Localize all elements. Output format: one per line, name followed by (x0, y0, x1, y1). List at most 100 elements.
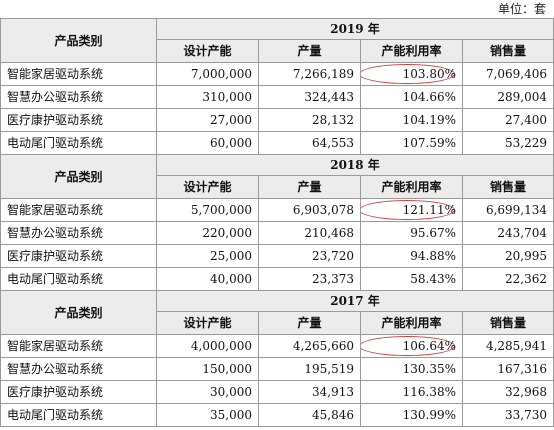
utilization-cell: 104.66% (360, 85, 463, 109)
capacity-cell: 4,000,000 (156, 334, 259, 358)
output-cell: 7,266,189 (258, 62, 361, 86)
column-header-output: 产量 (258, 39, 361, 63)
sales-cell: 6,699,134 (461, 198, 554, 222)
table-row: 智能家居驱动系统 5,700,000 6,903,078 121.11% 6,699,1… (0, 198, 554, 222)
column-header-output: 产量 (258, 175, 361, 199)
utilization-cell: 106.64% (360, 334, 463, 358)
capacity-cell: 7,000,000 (156, 62, 259, 86)
category-cell: 智能家居驱动系统 (0, 62, 157, 86)
row-header-label: 产品类别 (0, 290, 157, 335)
table-row: 智能家居驱动系统 4,000,000 4,265,660 106.64% 4,285,9… (0, 334, 554, 358)
table-row: 电动尾门驱动系统 35,000 45,846 130.99% 33,730 (0, 403, 554, 427)
category-cell: 电动尾门驱动系统 (0, 267, 157, 291)
table-row: 电动尾门驱动系统 60,000 64,553 107.59% 53,229 (0, 131, 554, 155)
capacity-table: 产品类别 2019 年设计产能 产量 产能利用率 销售量 智能家居驱动系统 7,000,00… (0, 18, 554, 427)
column-header-row: 设计产能 产量 产能利用率 销售量 (1, 39, 554, 63)
capacity-cell: 27,000 (156, 108, 259, 132)
column-header-row: 设计产能 产量 产能利用率 销售量 (1, 311, 554, 335)
utilization-cell: 58.43% (360, 267, 463, 291)
column-header-output: 产量 (258, 311, 361, 335)
category-cell: 医疗康护驱动系统 (0, 244, 157, 268)
year-header-row: 产品类别 2017 年 (0, 290, 554, 335)
row-header-label: 产品类别 (0, 154, 157, 199)
utilization-cell: 130.35% (360, 357, 463, 381)
column-header-sales: 销售量 (461, 311, 554, 335)
category-cell: 智慧办公驱动系统 (0, 357, 157, 381)
utilization-cell: 107.59% (360, 131, 463, 155)
capacity-table-body: 产品类别 2019 年设计产能 产量 产能利用率 销售量 智能家居驱动系统 7,000,00… (0, 18, 554, 427)
sales-cell: 20,995 (461, 244, 554, 268)
sales-cell: 33,730 (461, 403, 554, 427)
output-cell: 210,468 (258, 221, 361, 245)
output-cell: 324,443 (258, 85, 361, 109)
table-row: 智慧办公驱动系统 220,000 210,468 95.67% 243,704 (0, 221, 554, 245)
category-cell: 医疗康护驱动系统 (0, 380, 157, 404)
sales-cell: 27,400 (461, 108, 554, 132)
column-header-sales: 销售量 (461, 175, 554, 199)
capacity-cell: 25,000 (156, 244, 259, 268)
output-cell: 4,265,660 (258, 334, 361, 358)
column-header-capacity: 设计产能 (156, 311, 259, 335)
category-cell: 智能家居驱动系统 (0, 334, 157, 358)
sales-cell: 4,285,941 (461, 334, 554, 358)
capacity-cell: 30,000 (156, 380, 259, 404)
utilization-cell: 94.88% (360, 244, 463, 268)
sales-cell: 22,362 (461, 267, 554, 291)
sales-cell: 53,229 (461, 131, 554, 155)
capacity-cell: 40,000 (156, 267, 259, 291)
utilization-cell: 95.67% (360, 221, 463, 245)
output-cell: 64,553 (258, 131, 361, 155)
category-cell: 智慧办公驱动系统 (0, 221, 157, 245)
sales-cell: 7,069,406 (461, 62, 554, 86)
column-header-sales: 销售量 (461, 39, 554, 63)
capacity-cell: 220,000 (156, 221, 259, 245)
year-label: 2018 年 (155, 154, 554, 176)
utilization-value: 121.11% (402, 203, 456, 217)
table-row: 医疗康护驱动系统 25,000 23,720 94.88% 20,995 (0, 244, 554, 268)
table-row: 医疗康护驱动系统 27,000 28,132 104.19% 27,400 (0, 108, 554, 132)
sales-cell: 243,704 (461, 221, 554, 245)
output-cell: 23,720 (258, 244, 361, 268)
capacity-cell: 310,000 (156, 85, 259, 109)
sales-cell: 32,968 (461, 380, 554, 404)
utilization-cell: 130.99% (360, 403, 463, 427)
category-cell: 智能家居驱动系统 (0, 198, 157, 222)
output-cell: 34,913 (258, 380, 361, 404)
table-row: 医疗康护驱动系统 30,000 34,913 116.38% 32,968 (0, 380, 554, 404)
capacity-cell: 5,700,000 (156, 198, 259, 222)
output-cell: 6,903,078 (258, 198, 361, 222)
category-cell: 智慧办公驱动系统 (0, 85, 157, 109)
year-header-row: 产品类别 2019 年 (0, 18, 554, 63)
table-row: 智慧办公驱动系统 150,000 195,519 130.35% 167,316 (0, 357, 554, 381)
unit-label: 单位：套 (497, 2, 546, 16)
column-header-utilization: 产能利用率 (360, 39, 463, 63)
column-header-utilization: 产能利用率 (360, 175, 463, 199)
capacity-cell: 60,000 (156, 131, 259, 155)
column-header-utilization: 产能利用率 (360, 311, 463, 335)
column-header-capacity: 设计产能 (156, 175, 259, 199)
output-cell: 45,846 (258, 403, 361, 427)
table-row: 智慧办公驱动系统 310,000 324,443 104.66% 289,004 (0, 85, 554, 109)
utilization-cell: 116.38% (360, 380, 463, 404)
column-header-row: 设计产能 产量 产能利用率 销售量 (1, 175, 554, 199)
capacity-cell: 35,000 (156, 403, 259, 427)
utilization-cell: 103.80% (360, 62, 463, 86)
output-cell: 23,373 (258, 267, 361, 291)
utilization-value: 103.80% (402, 67, 456, 81)
year-label: 2019 年 (155, 18, 554, 40)
year-header-row: 产品类别 2018 年 (0, 154, 554, 199)
table-row: 电动尾门驱动系统 40,000 23,373 58.43% 22,362 (0, 267, 554, 291)
output-cell: 28,132 (258, 108, 361, 132)
sales-cell: 167,316 (461, 357, 554, 381)
year-label: 2017 年 (155, 290, 554, 312)
sales-cell: 289,004 (461, 85, 554, 109)
category-cell: 电动尾门驱动系统 (0, 403, 157, 427)
category-cell: 电动尾门驱动系统 (0, 131, 157, 155)
table-row: 智能家居驱动系统 7,000,000 7,266,189 103.80% 7,069,4… (0, 62, 554, 86)
utilization-cell: 121.11% (360, 198, 463, 222)
category-cell: 医疗康护驱动系统 (0, 108, 157, 132)
row-header-label: 产品类别 (0, 18, 157, 63)
utilization-value: 106.64% (402, 339, 456, 353)
output-cell: 195,519 (258, 357, 361, 381)
utilization-cell: 104.19% (360, 108, 463, 132)
